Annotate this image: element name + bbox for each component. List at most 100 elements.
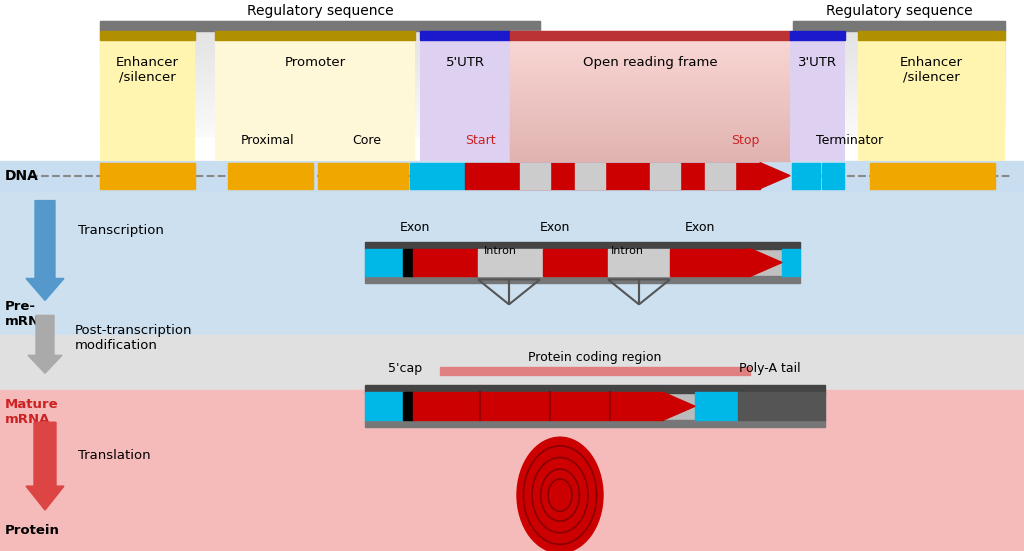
Bar bbox=[100, 68, 540, 69]
Bar bbox=[670, 249, 750, 277]
Bar bbox=[510, 43, 790, 44]
Bar bbox=[793, 44, 1005, 45]
Text: Exon: Exon bbox=[685, 220, 715, 234]
Ellipse shape bbox=[517, 437, 603, 551]
Bar bbox=[100, 34, 540, 35]
Bar bbox=[793, 48, 1005, 49]
Bar bbox=[100, 31, 195, 40]
Bar bbox=[793, 68, 1005, 69]
Bar bbox=[793, 84, 1005, 85]
Bar bbox=[100, 128, 540, 129]
Bar bbox=[510, 35, 790, 36]
Bar bbox=[510, 53, 790, 54]
Bar bbox=[510, 85, 790, 86]
Bar bbox=[793, 70, 1005, 71]
Bar bbox=[510, 144, 790, 145]
Bar bbox=[510, 153, 790, 154]
Bar bbox=[100, 39, 540, 40]
Bar bbox=[510, 44, 790, 45]
Text: Transcription: Transcription bbox=[78, 224, 164, 237]
Bar bbox=[510, 101, 790, 102]
Bar bbox=[793, 93, 1005, 94]
Bar bbox=[100, 66, 540, 67]
Bar bbox=[510, 31, 790, 32]
Bar bbox=[650, 163, 680, 188]
Bar bbox=[695, 392, 717, 420]
Bar bbox=[100, 118, 540, 120]
Bar bbox=[510, 46, 790, 47]
Bar bbox=[510, 51, 790, 52]
Bar bbox=[793, 74, 1005, 75]
Bar bbox=[100, 67, 540, 68]
Bar bbox=[510, 64, 790, 65]
Bar bbox=[510, 141, 790, 142]
Text: Start: Start bbox=[465, 134, 496, 147]
Bar bbox=[793, 102, 1005, 103]
Bar bbox=[793, 62, 1005, 63]
Bar bbox=[510, 122, 790, 123]
Bar bbox=[100, 74, 540, 75]
Polygon shape bbox=[760, 163, 790, 188]
Bar bbox=[793, 36, 1005, 37]
Bar bbox=[793, 51, 1005, 52]
Bar bbox=[793, 53, 1005, 54]
Bar bbox=[510, 38, 790, 39]
Bar bbox=[793, 125, 1005, 126]
Bar bbox=[510, 72, 790, 73]
Bar bbox=[510, 91, 790, 92]
Bar bbox=[793, 33, 1005, 34]
Bar bbox=[793, 121, 1005, 122]
Bar bbox=[510, 93, 790, 94]
Text: Terminator: Terminator bbox=[816, 134, 884, 147]
Bar bbox=[793, 32, 1005, 33]
Bar bbox=[510, 143, 790, 144]
Bar bbox=[100, 60, 540, 61]
Bar bbox=[510, 47, 790, 48]
Bar bbox=[440, 368, 750, 375]
Bar bbox=[793, 63, 1005, 64]
Bar bbox=[793, 43, 1005, 44]
Bar bbox=[100, 31, 195, 161]
Bar bbox=[510, 60, 790, 61]
Bar bbox=[510, 150, 790, 151]
Bar bbox=[100, 40, 540, 41]
Bar bbox=[793, 24, 1005, 25]
Bar bbox=[510, 67, 790, 68]
Bar bbox=[790, 31, 845, 161]
Bar bbox=[793, 41, 1005, 42]
Bar bbox=[100, 93, 540, 94]
Text: Translation: Translation bbox=[78, 449, 151, 462]
Bar bbox=[100, 105, 540, 106]
Bar bbox=[510, 127, 790, 128]
Bar bbox=[100, 37, 540, 38]
Bar bbox=[420, 31, 510, 40]
Bar bbox=[100, 109, 540, 110]
Bar bbox=[793, 71, 1005, 72]
Bar bbox=[510, 45, 790, 46]
Bar bbox=[100, 102, 540, 104]
Bar bbox=[510, 115, 790, 116]
Bar bbox=[100, 44, 540, 45]
Bar bbox=[793, 96, 1005, 97]
Bar bbox=[510, 68, 790, 69]
Bar bbox=[510, 110, 790, 111]
Bar bbox=[793, 113, 1005, 114]
Bar bbox=[100, 79, 540, 80]
Bar bbox=[100, 70, 540, 71]
Bar bbox=[793, 45, 1005, 46]
Bar bbox=[793, 72, 1005, 73]
Bar bbox=[100, 88, 540, 89]
Bar bbox=[100, 63, 540, 64]
Bar bbox=[510, 88, 790, 89]
Bar bbox=[100, 133, 540, 134]
Bar bbox=[793, 61, 1005, 62]
Bar bbox=[793, 50, 1005, 51]
Bar bbox=[793, 90, 1005, 91]
Bar bbox=[510, 118, 790, 119]
Bar bbox=[510, 147, 790, 148]
Bar bbox=[870, 163, 995, 188]
Bar bbox=[510, 117, 790, 118]
Bar bbox=[100, 61, 540, 62]
Bar bbox=[510, 145, 790, 146]
Bar bbox=[793, 75, 1005, 76]
